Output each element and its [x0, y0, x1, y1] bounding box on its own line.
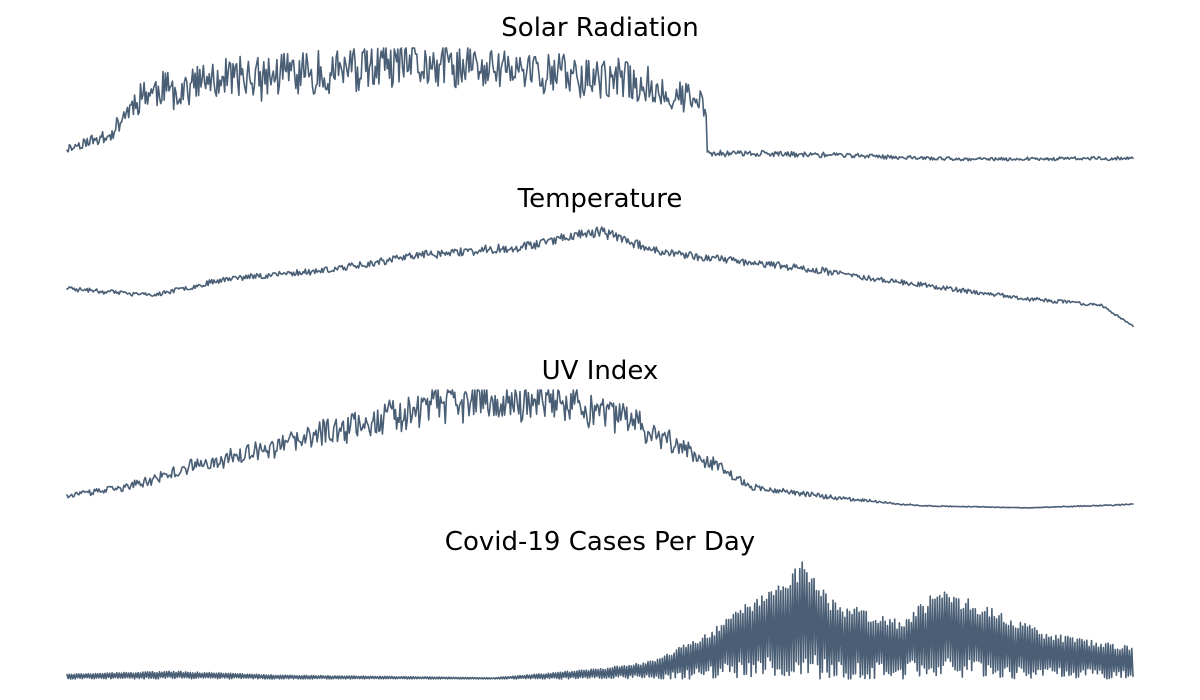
- solar-radiation-title: Solar Radiation: [501, 13, 698, 43]
- panel-covid-cases: Covid-19 Cases Per Day: [66, 527, 1134, 680]
- uv-index-line: [66, 389, 1134, 509]
- uv-index-title: UV Index: [542, 356, 659, 386]
- covid-cases-line: [66, 561, 1134, 680]
- panel-temperature: Temperature: [66, 184, 1134, 328]
- panel-uv-index: UV Index: [66, 356, 1134, 509]
- solar-radiation-line: [66, 47, 1134, 162]
- temperature-line: [66, 226, 1134, 328]
- covid-cases-title: Covid-19 Cases Per Day: [445, 527, 755, 557]
- temperature-title: Temperature: [517, 184, 683, 214]
- panel-solar-radiation: Solar Radiation: [66, 13, 1134, 162]
